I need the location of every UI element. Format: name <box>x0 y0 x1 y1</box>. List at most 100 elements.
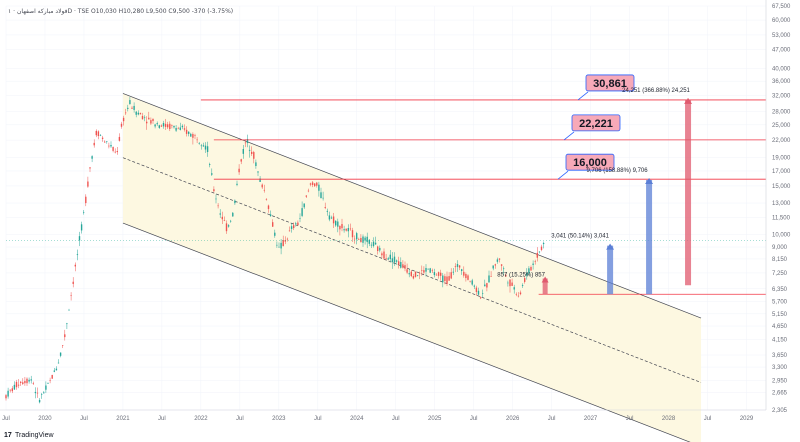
y-tick-label: 2,665 <box>772 391 788 397</box>
candle-body <box>398 261 400 265</box>
candle-body <box>473 285 475 287</box>
candle-body <box>129 100 131 105</box>
candle-body <box>22 382 24 384</box>
candle-body <box>526 272 528 276</box>
candle-body <box>223 220 226 221</box>
candle-body <box>198 143 200 144</box>
callout-box <box>585 74 635 92</box>
callout-label: 22,221 <box>579 118 613 130</box>
candle-body <box>244 142 247 144</box>
candle-body <box>440 272 442 276</box>
measures: 857 (15.25%) 857 3,041 (50.14%) 3,041 9,70… <box>497 88 693 295</box>
candle-body <box>387 258 389 260</box>
y-tick-label: 4,650 <box>772 324 788 330</box>
candle-body <box>70 295 72 296</box>
candle-body <box>393 256 396 263</box>
candle-body <box>185 129 188 134</box>
candle-body <box>496 259 499 262</box>
candle-body <box>131 107 133 109</box>
candle-body <box>20 381 22 383</box>
candle-body <box>43 392 45 394</box>
candle-body <box>295 223 297 224</box>
candle-body <box>374 242 377 245</box>
candle-body <box>324 207 326 209</box>
candle-body <box>465 274 467 279</box>
y-tick-label: 6,350 <box>772 287 788 293</box>
candle-body <box>276 244 278 246</box>
candle-body <box>51 374 53 379</box>
candle-body <box>406 269 408 273</box>
candle-body <box>314 183 316 187</box>
candle-body <box>463 271 465 276</box>
candle-body <box>494 264 496 266</box>
candle-body <box>211 173 213 175</box>
x-tick-label: Jul <box>2 416 10 422</box>
y-tick-label: 47,000 <box>772 47 791 53</box>
brand-name: TradingView <box>15 432 54 439</box>
measure-arrowhead <box>645 177 654 184</box>
candle-body <box>49 380 51 381</box>
x-tick-label: Jul <box>626 416 634 422</box>
candle-body <box>97 131 100 137</box>
candle-body <box>101 137 104 139</box>
y-tick-label: 15,000 <box>772 184 791 190</box>
price-axis-bg <box>766 0 800 442</box>
candle-body <box>448 276 450 281</box>
candle-body <box>356 233 358 240</box>
candle-body <box>507 282 509 284</box>
x-tick-label: 2023 <box>272 416 286 422</box>
candle-body <box>221 216 223 220</box>
candle-body <box>83 212 85 213</box>
y-tick-label: 4,150 <box>772 338 788 344</box>
y-tick-label: 22,000 <box>772 138 791 144</box>
candle-body <box>41 394 43 395</box>
candle-body <box>475 287 478 292</box>
callout-box <box>565 153 615 171</box>
candle-body <box>127 107 129 109</box>
candle-body <box>272 222 274 227</box>
candle-body <box>395 260 398 262</box>
candle-body <box>278 246 280 248</box>
callout-pointer <box>577 91 589 101</box>
candle-body <box>461 269 463 271</box>
candle-body <box>64 334 66 338</box>
candle-body <box>133 105 135 110</box>
candle-body <box>34 391 37 394</box>
candle-body <box>337 221 339 227</box>
measure-label: 3,041 (50.14%) 3,041 <box>551 234 609 240</box>
candle-body <box>341 224 343 229</box>
candle-body <box>320 192 322 199</box>
candle-body <box>425 267 427 272</box>
candle-body <box>183 128 186 130</box>
callout-box <box>571 114 621 132</box>
candle-body <box>421 269 423 271</box>
candle-body <box>227 225 230 227</box>
candle-body <box>93 142 95 146</box>
candle-body <box>118 136 121 141</box>
candle-body <box>9 389 11 391</box>
measure-arrowhead <box>684 97 693 104</box>
candle-body <box>307 190 310 192</box>
candle-body <box>5 395 7 399</box>
y-tick-label: 32,000 <box>772 93 791 99</box>
candle-body <box>402 264 404 268</box>
candle-body <box>181 125 184 128</box>
candle-body <box>13 384 16 390</box>
candle-body <box>156 123 158 125</box>
candle-body <box>513 287 515 290</box>
candle-body <box>377 246 379 251</box>
candle-body <box>370 244 373 246</box>
candle-body <box>454 266 457 268</box>
candle-body <box>164 123 167 127</box>
candle-body <box>288 230 291 232</box>
candle-body <box>59 352 62 356</box>
candle-body <box>412 276 415 279</box>
candle-body <box>345 228 347 231</box>
candle-body <box>206 146 209 152</box>
candle-body <box>274 232 276 236</box>
candle-body <box>442 275 444 283</box>
candle-body <box>204 145 207 150</box>
measure-label: 24,251 (366.88%) 24,251 <box>622 88 690 94</box>
